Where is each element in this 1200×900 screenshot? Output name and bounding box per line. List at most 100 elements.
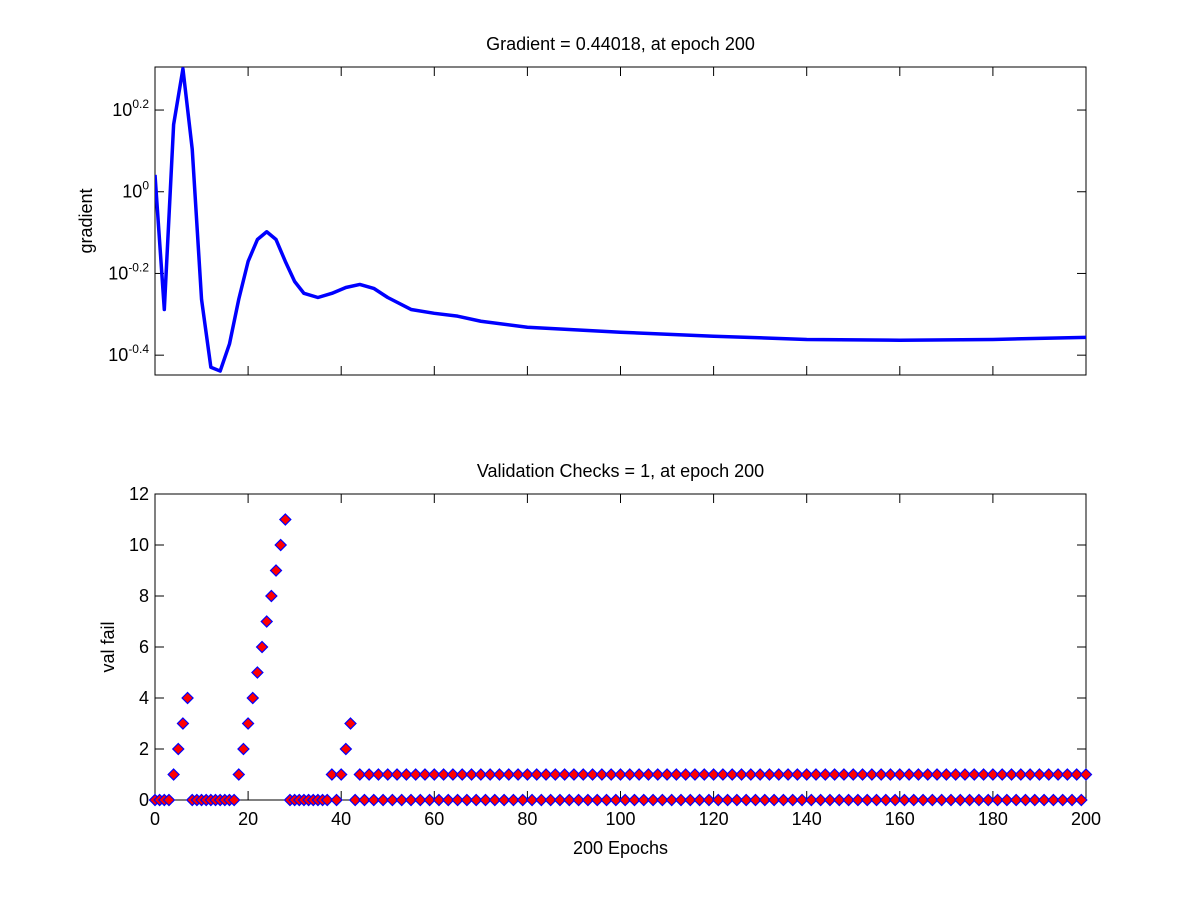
y-tick-label: 4 <box>139 688 149 708</box>
point <box>1056 793 1070 807</box>
point <box>344 717 357 730</box>
point <box>469 793 483 807</box>
point <box>237 742 250 756</box>
chart-title: Validation Checks = 1, at epoch 200 <box>477 461 764 481</box>
point <box>572 793 585 807</box>
point <box>604 768 618 781</box>
point <box>562 793 576 807</box>
point <box>1028 793 1042 807</box>
point <box>465 768 478 781</box>
point <box>162 793 176 807</box>
point <box>1009 793 1023 807</box>
point <box>646 793 660 807</box>
x-tick-label: 80 <box>517 809 537 829</box>
point <box>763 768 776 781</box>
point <box>558 768 571 781</box>
point <box>483 768 497 781</box>
point <box>493 768 506 781</box>
point <box>609 793 623 807</box>
x-axis-label: 200 Epochs <box>573 838 668 858</box>
point <box>1070 768 1084 781</box>
point <box>893 768 907 781</box>
point <box>986 768 1000 781</box>
point <box>409 768 423 781</box>
point <box>581 793 595 807</box>
point <box>772 768 786 781</box>
x-tick-label: 100 <box>605 809 635 829</box>
point <box>1000 793 1014 807</box>
point <box>423 793 436 807</box>
point <box>362 768 376 781</box>
point <box>744 768 758 781</box>
point <box>846 768 860 781</box>
point <box>795 793 809 807</box>
point <box>632 768 646 781</box>
point <box>474 768 488 781</box>
point <box>870 793 883 807</box>
point <box>981 793 995 807</box>
point <box>455 768 469 781</box>
point <box>656 793 669 807</box>
point <box>749 793 762 807</box>
point <box>926 793 939 807</box>
point <box>460 793 474 807</box>
point <box>642 768 655 781</box>
point <box>1074 793 1088 807</box>
point <box>688 768 702 781</box>
point <box>376 793 390 807</box>
x-tick-label: 20 <box>238 809 258 829</box>
point <box>865 768 879 781</box>
point <box>725 768 739 781</box>
point <box>651 768 665 781</box>
point <box>944 793 958 807</box>
point <box>1019 793 1032 807</box>
point <box>265 589 278 603</box>
point <box>278 513 292 526</box>
point <box>507 793 520 807</box>
point <box>427 768 441 781</box>
point <box>511 768 525 781</box>
point <box>930 768 944 781</box>
point <box>432 793 446 807</box>
point <box>181 691 194 705</box>
axes-box <box>154 66 1087 376</box>
point <box>753 768 767 781</box>
x-tick-label: 120 <box>699 809 729 829</box>
point <box>451 793 464 807</box>
point <box>320 793 334 807</box>
x-tick-label: 40 <box>331 809 351 829</box>
point <box>171 742 185 756</box>
point <box>972 793 986 807</box>
point <box>1023 768 1037 781</box>
point <box>386 793 399 807</box>
point <box>809 768 823 781</box>
point <box>446 768 460 781</box>
point <box>674 793 688 807</box>
point <box>255 640 269 654</box>
point <box>967 768 981 781</box>
point <box>1033 768 1046 781</box>
point <box>935 793 949 807</box>
point <box>497 793 511 807</box>
point <box>679 768 693 781</box>
point <box>739 793 753 807</box>
point <box>274 538 288 552</box>
point <box>334 768 348 781</box>
y-axis-label: gradient <box>76 188 96 253</box>
point <box>590 793 604 807</box>
point <box>353 768 367 781</box>
y-tick-label: 100 <box>122 179 149 202</box>
y-tick-label: 10-0.2 <box>108 260 149 283</box>
x-tick-label: 60 <box>424 809 444 829</box>
point <box>697 768 711 781</box>
point <box>898 793 911 807</box>
point <box>921 768 935 781</box>
point <box>269 564 283 577</box>
point <box>730 793 744 807</box>
chart-title: Gradient = 0.44018, at epoch 200 <box>486 34 755 54</box>
point <box>940 768 953 781</box>
point <box>595 768 609 781</box>
point <box>1014 768 1028 781</box>
point <box>251 666 264 679</box>
point <box>330 793 343 807</box>
